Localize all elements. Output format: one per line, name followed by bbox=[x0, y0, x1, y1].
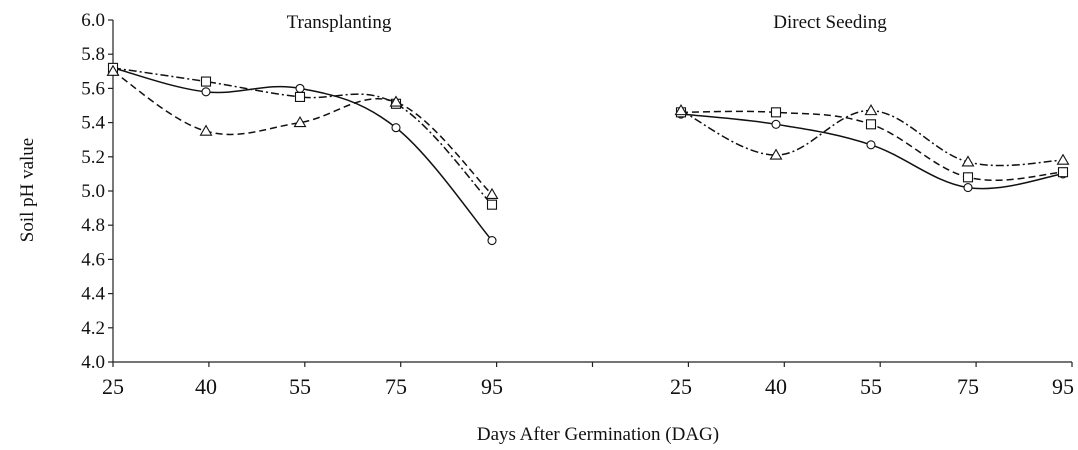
data-point-triangle bbox=[389, 95, 403, 107]
data-point-circle bbox=[391, 123, 401, 133]
x-tick-label: 40 bbox=[765, 374, 787, 399]
data-point-circle bbox=[295, 83, 305, 93]
y-tick-label: 4.0 bbox=[81, 352, 105, 373]
data-point-square bbox=[1057, 167, 1069, 178]
data-point-triangle bbox=[106, 64, 120, 76]
data-point-square bbox=[865, 119, 877, 130]
axes bbox=[112, 20, 1072, 363]
data-point-triangle bbox=[864, 104, 878, 116]
data-point-square bbox=[294, 91, 306, 102]
y-tick-label: 4.6 bbox=[81, 249, 105, 270]
data-point-triangle bbox=[674, 104, 688, 116]
panel-title-transplanting: Transplanting bbox=[287, 12, 392, 33]
data-point-circle bbox=[201, 87, 211, 97]
data-point-square bbox=[962, 172, 974, 183]
series-line-triangle bbox=[112, 70, 493, 195]
y-tick-label: 4.8 bbox=[81, 215, 105, 236]
y-tick-label: 5.4 bbox=[81, 113, 105, 134]
x-axis-label: Days After Germination (DAG) bbox=[477, 424, 719, 445]
y-tick-label: 4.2 bbox=[81, 318, 105, 339]
y-tick-label: 6.0 bbox=[81, 10, 105, 31]
x-tick-label: 25 bbox=[102, 374, 124, 399]
y-tick-label: 4.4 bbox=[81, 284, 105, 305]
data-point-square bbox=[486, 199, 498, 210]
data-point-circle bbox=[963, 183, 973, 193]
data-point-triangle bbox=[293, 116, 307, 128]
data-point-triangle bbox=[961, 155, 975, 167]
y-tick-label: 5.6 bbox=[81, 78, 105, 99]
series-group bbox=[106, 62, 1070, 246]
series-line-circle bbox=[112, 67, 493, 242]
data-point-triangle bbox=[485, 187, 499, 199]
x-axis-ticks: 25 40 55 75 95 25 40 55 75 95 bbox=[102, 362, 1074, 399]
x-tick-label: 75 bbox=[957, 374, 979, 399]
y-tick-label: 5.0 bbox=[81, 181, 105, 202]
x-tick-label: 40 bbox=[195, 374, 217, 399]
data-point-square bbox=[770, 107, 782, 118]
x-tick-label: 55 bbox=[860, 374, 882, 399]
panel-title-direct-seeding: Direct Seeding bbox=[773, 12, 887, 33]
data-point-triangle bbox=[769, 148, 783, 160]
y-axis-label: Soil pH value bbox=[17, 138, 38, 243]
x-tick-label: 75 bbox=[385, 374, 407, 399]
data-point-square bbox=[200, 76, 212, 87]
data-point-circle bbox=[771, 119, 781, 129]
y-tick-label: 5.2 bbox=[81, 147, 105, 168]
x-tick-label: 95 bbox=[1052, 374, 1074, 399]
x-tick-label: 95 bbox=[481, 374, 503, 399]
x-tick-label: 25 bbox=[670, 374, 692, 399]
x-tick-label: 55 bbox=[289, 374, 311, 399]
data-point-circle bbox=[866, 140, 876, 150]
data-point-triangle bbox=[1056, 153, 1070, 165]
data-point-triangle bbox=[199, 124, 213, 136]
y-tick-label: 5.8 bbox=[81, 44, 105, 65]
data-point-circle bbox=[487, 236, 497, 246]
y-axis-ticks: 4.0 4.2 4.4 4.6 4.8 5.0 5.2 5.4 5.6 5.8 6.0 bbox=[81, 10, 113, 373]
